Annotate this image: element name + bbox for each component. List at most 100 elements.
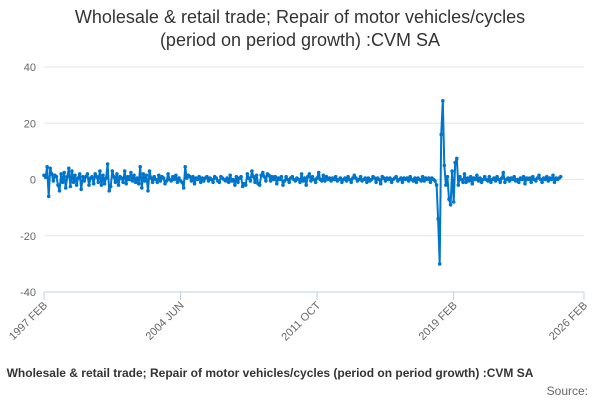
- data-point: [436, 217, 440, 221]
- data-point: [115, 172, 119, 176]
- data-point: [183, 165, 187, 169]
- data-point: [464, 180, 468, 185]
- data-point: [84, 174, 88, 179]
- data-point: [506, 176, 510, 180]
- data-point: [503, 180, 507, 185]
- data-point: [439, 132, 444, 137]
- data-point: [63, 186, 68, 190]
- data-point: [352, 173, 357, 178]
- data-point: [48, 166, 52, 171]
- data-point: [93, 172, 97, 176]
- data-point: [552, 180, 557, 185]
- data-point: [388, 176, 392, 180]
- data-point: [507, 179, 512, 183]
- data-point: [192, 181, 197, 186]
- data-point: [495, 174, 499, 179]
- data-point: [59, 172, 63, 176]
- data-point: [333, 174, 338, 179]
- data-point: [79, 187, 83, 192]
- data-point: [357, 177, 361, 182]
- y-tick-label: 20: [24, 118, 36, 130]
- data-point: [67, 166, 71, 171]
- data-point: [534, 179, 538, 183]
- data-point: [60, 180, 65, 185]
- data-point: [444, 183, 448, 187]
- data-point: [70, 169, 74, 173]
- y-tick-label: -40: [20, 287, 36, 299]
- data-point: [287, 180, 292, 185]
- data-point: [296, 177, 301, 182]
- data-point: [158, 179, 163, 183]
- data-point: [482, 174, 487, 179]
- data-point: [521, 174, 526, 179]
- data-point: [540, 180, 544, 185]
- data-point: [279, 174, 284, 179]
- data-point: [344, 179, 349, 183]
- data-point: [411, 179, 416, 183]
- data-point: [413, 176, 417, 180]
- data-point: [458, 174, 462, 179]
- data-point: [420, 174, 425, 179]
- data-point: [284, 174, 288, 179]
- data-point: [101, 173, 105, 178]
- data-point: [374, 180, 378, 185]
- data-point: [45, 165, 49, 169]
- data-point: [351, 176, 355, 180]
- data-point: [73, 173, 77, 178]
- data-point: [85, 172, 90, 176]
- data-point: [76, 176, 80, 180]
- data-point: [467, 179, 472, 183]
- legend[interactable]: Wholesale & retail trade; Repair of moto…: [0, 366, 600, 380]
- data-point: [549, 177, 554, 182]
- data-point: [90, 174, 94, 179]
- data-point: [245, 172, 250, 176]
- data-point: [119, 176, 124, 180]
- data-point: [406, 179, 411, 183]
- data-point: [251, 174, 256, 179]
- data-point: [253, 180, 257, 185]
- data-point: [121, 180, 125, 185]
- data-point: [290, 174, 295, 179]
- data-point: [349, 180, 354, 185]
- data-point: [234, 174, 239, 179]
- data-point: [299, 172, 304, 176]
- data-point: [74, 183, 79, 187]
- data-point: [400, 180, 405, 185]
- data-point: [91, 181, 96, 186]
- data-point: [217, 180, 222, 185]
- data-point: [510, 177, 515, 182]
- data-point: [306, 174, 310, 179]
- data-point: [389, 180, 394, 185]
- data-point: [250, 169, 254, 173]
- data-point: [422, 179, 427, 183]
- data-point: [455, 156, 459, 161]
- data-point: [50, 172, 54, 176]
- data-point: [223, 179, 228, 183]
- data-point: [273, 174, 278, 179]
- x-tick-label: 2019 FEB: [417, 300, 460, 343]
- data-point: [441, 99, 445, 103]
- data-point: [543, 177, 547, 182]
- data-point: [517, 180, 521, 185]
- data-point: [267, 173, 271, 178]
- data-point: [529, 180, 533, 185]
- data-point: [135, 176, 139, 180]
- data-point: [107, 189, 111, 193]
- data-point: [169, 179, 173, 183]
- data-point: [332, 177, 337, 182]
- data-point: [369, 177, 374, 182]
- data-point: [116, 183, 121, 187]
- data-point: [209, 177, 214, 182]
- x-tick-label: 2026 FEB: [547, 300, 590, 343]
- data-point: [500, 176, 504, 180]
- data-point: [161, 176, 166, 180]
- data-point: [264, 179, 268, 183]
- data-point: [236, 180, 240, 185]
- chart-title-line-1: Wholesale & retail trade; Repair of moto…: [74, 7, 526, 27]
- legend-item-label[interactable]: Wholesale & retail trade; Repair of moto…: [6, 366, 534, 380]
- x-tick-label: 2004 JUN: [144, 300, 187, 343]
- data-point: [206, 179, 211, 183]
- data-point: [211, 180, 215, 185]
- data-point: [228, 173, 232, 178]
- data-point: [54, 174, 59, 179]
